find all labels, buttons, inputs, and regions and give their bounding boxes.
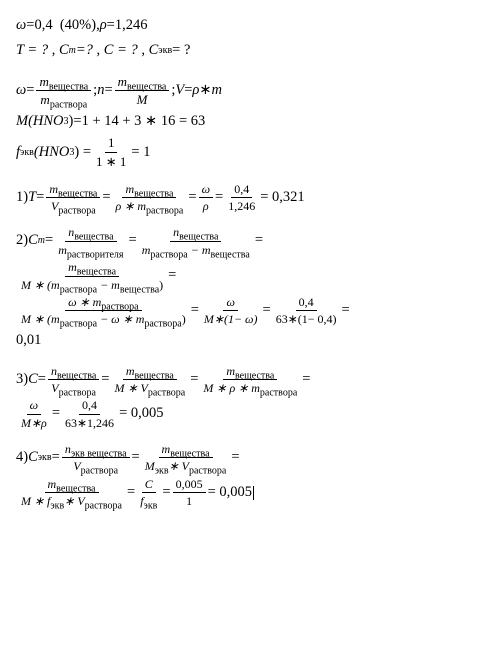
eq: = xyxy=(52,403,60,425)
eq: = xyxy=(104,80,112,102)
label: 1) xyxy=(16,187,28,209)
frac-fekv: 1 1 ∗ 1 xyxy=(93,135,129,169)
f3: mвещества M ∗ ρ ∗ mраствора xyxy=(200,364,300,396)
eq: = xyxy=(191,300,199,322)
text-cursor xyxy=(253,486,254,500)
eq: = xyxy=(26,80,34,102)
eq: = xyxy=(36,187,44,209)
given-line-1: ω = 0,4 (40%) , ρ = 1,246 xyxy=(16,15,484,37)
eq: = xyxy=(127,482,135,504)
molar-mass-line: M(HNO 3 ) = 1 + 14 + 3 ∗ 16 = 63 xyxy=(16,111,484,133)
f5: 0,4 63∗1,246 xyxy=(62,398,117,430)
C: C xyxy=(28,230,38,252)
item-2-line-2: mвещества M ∗ (mраствора − mвещества) = xyxy=(16,260,484,292)
item-4-line-1: 4) C экв = nэкв вещества Vраствора = mве… xyxy=(16,442,484,474)
spc xyxy=(53,15,60,37)
f3: mвещества M ∗ fэкв∗ Vраствора xyxy=(18,477,125,509)
f2: mвещества ρ ∗ mраствора xyxy=(113,182,187,214)
n: n xyxy=(97,80,104,102)
eq: = xyxy=(162,482,170,504)
omega-pct: (40%) xyxy=(60,15,96,37)
f4: C fэкв xyxy=(137,477,160,509)
f1: nвещества Vраствора xyxy=(48,364,99,396)
star: ∗ xyxy=(199,80,211,102)
rho: ρ xyxy=(192,80,199,102)
eq: = xyxy=(38,369,46,391)
omega: ω xyxy=(16,80,26,102)
eq: = xyxy=(215,187,223,209)
C: C xyxy=(28,447,38,469)
omega-sym: ω xyxy=(16,15,26,37)
result: = 0,321 xyxy=(260,187,304,209)
item-4-line-2: mвещества M ∗ fэкв∗ Vраствора = C fэкв =… xyxy=(16,477,484,509)
result: = 0,005 xyxy=(119,403,163,425)
f3: ω ρ xyxy=(199,182,213,214)
result: 0,01 xyxy=(16,330,41,352)
unknowns-3: = ? xyxy=(172,40,190,62)
f5: ω M∗(1− ω) xyxy=(201,295,261,327)
eq: = xyxy=(73,111,81,133)
eq: = xyxy=(190,369,198,391)
C: C xyxy=(28,369,38,391)
item-2-line-3: ω ∗ mраствора M ∗ (mраствора − ω ∗ mраст… xyxy=(16,295,484,327)
eq: = xyxy=(45,230,53,252)
f4: ω ∗ mраствора M ∗ (mраствора − ω ∗ mраст… xyxy=(18,295,189,327)
f6: 0,4 63∗(1− 0,4) xyxy=(273,295,340,327)
eq: = xyxy=(102,187,110,209)
eq: = xyxy=(168,265,176,287)
f2: mвещества M ∗ Vраствора xyxy=(111,364,188,396)
m: m xyxy=(212,80,222,102)
arg: (HNO xyxy=(34,142,69,164)
result: = 0,005 xyxy=(208,482,252,504)
item-2-result: 0,01 xyxy=(16,330,484,352)
item-3-line-2: ω M∗ρ = 0,4 63∗1,246 = 0,005 xyxy=(16,398,484,430)
label: 2) xyxy=(16,230,28,252)
eq: = xyxy=(302,369,310,391)
eq: = xyxy=(231,447,239,469)
frac-n: mвещества M xyxy=(115,74,170,108)
eq: = xyxy=(107,15,115,37)
omega-val: 0,4 xyxy=(34,15,52,37)
eq: = xyxy=(52,447,60,469)
fekv-res: = 1 xyxy=(131,142,150,164)
arg2: ) = xyxy=(74,142,91,164)
eq: = xyxy=(342,300,350,322)
unknowns-1: T = ? , C xyxy=(16,40,69,62)
rho-sym: ρ xyxy=(100,15,107,37)
item-3-line-1: 3) C = nвещества Vраствора = mвещества M… xyxy=(16,364,484,396)
eq: = xyxy=(132,447,140,469)
M-expr: 1 + 14 + 3 ∗ 16 = 63 xyxy=(82,111,206,133)
eq: = xyxy=(188,187,196,209)
f2: mвещества Mэкв∗ Vраствора xyxy=(142,442,230,474)
f2: nвещества mраствора − mвещества xyxy=(139,225,253,257)
f1: nэкв вещества Vраствора xyxy=(62,442,130,474)
f1: nвещества mрастворителя xyxy=(55,225,126,257)
item-2-line-1: 2) C m = nвещества mрастворителя = nвеще… xyxy=(16,225,484,257)
eq: = xyxy=(101,369,109,391)
given-line-2: T = ? , C m =? , C = ? , C экв = ? xyxy=(16,40,484,62)
fekv-line: f экв (HNO 3 ) = 1 1 ∗ 1 = 1 xyxy=(16,135,484,169)
f4: 0,4 1,246 xyxy=(225,182,258,214)
f5: 0,005 1 xyxy=(173,477,206,509)
rho-val: 1,246 xyxy=(115,15,148,37)
eq: = xyxy=(263,300,271,322)
unknowns-2: =? , C = ? , C xyxy=(76,40,158,62)
f4: ω M∗ρ xyxy=(18,398,50,430)
V: V xyxy=(175,80,184,102)
eq: = xyxy=(129,230,137,252)
f3: mвещества M ∗ (mраствора − mвещества) xyxy=(18,260,166,292)
label: 4) xyxy=(16,447,28,469)
label: 3) xyxy=(16,369,28,391)
T: T xyxy=(28,187,36,209)
defs-line: ω = mвещества mраствора ; n = mвещества … xyxy=(16,74,484,108)
f1: mвещества Vраствора xyxy=(46,182,100,214)
frac-omega: mвещества mраствора xyxy=(36,74,91,108)
M-lhs: M(HNO xyxy=(16,111,64,133)
item-1: 1) T = mвещества Vраствора = mвещества ρ… xyxy=(16,182,484,214)
eq: = xyxy=(255,230,263,252)
eq: = xyxy=(26,15,34,37)
